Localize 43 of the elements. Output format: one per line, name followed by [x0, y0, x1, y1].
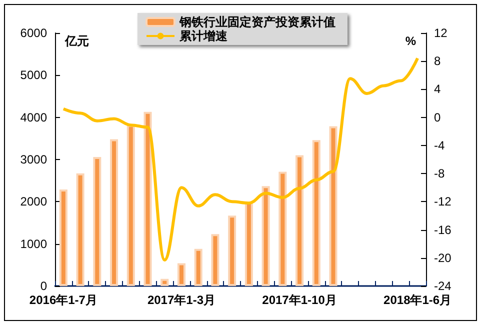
bar: [296, 155, 304, 286]
bar: [76, 173, 84, 286]
bar: [126, 124, 135, 286]
legend-label: 累计增速: [178, 29, 228, 43]
y2-tick-label: -16: [434, 222, 452, 237]
y2-tick-label: 8: [434, 54, 441, 68]
line-series: [62, 56, 420, 262]
bar: [59, 189, 68, 286]
y2-tick-label: -24: [434, 279, 452, 293]
x-tick-label: 2017年1-3月: [147, 293, 216, 307]
x-tick-label: 2017年1-10月: [262, 293, 337, 307]
bar: [110, 139, 118, 286]
y2-tick-label: -20: [434, 250, 452, 265]
y-tick-label: 1000: [20, 236, 48, 251]
bar: [144, 112, 152, 286]
bar: [329, 126, 338, 286]
bar: [177, 263, 186, 286]
y-axis-title: 亿元: [64, 34, 89, 48]
bar: [194, 248, 202, 286]
x-tick-label: 2018年1-6月: [384, 293, 452, 307]
y2-tick-label: 0: [434, 110, 441, 124]
y-tick-label: 3000: [20, 152, 48, 166]
bar: [262, 186, 270, 286]
y2-tick-label: -4: [434, 138, 445, 152]
y2-tick-label: 4: [434, 82, 441, 96]
y-tick-label: 4000: [20, 110, 48, 124]
bar: [244, 202, 253, 286]
y-tick-label: 2000: [20, 194, 48, 209]
bar: [312, 140, 320, 286]
y-tick-label: 0: [40, 279, 48, 293]
bar: [93, 156, 102, 286]
y2-tick-label: -8: [434, 166, 445, 181]
legend-label: 钢铁行业固定资产投资累计值: [178, 15, 336, 29]
x-tick-label: 2016年1-7月: [29, 293, 98, 307]
y2-tick-label: 12: [434, 26, 448, 40]
bar: [160, 278, 169, 286]
bar: [278, 172, 287, 286]
y-tick-label: 5000: [20, 68, 48, 82]
bar: [211, 234, 220, 286]
y2-axis-title: %: [405, 34, 416, 48]
bar: [228, 216, 236, 286]
y-tick-label: 6000: [20, 26, 48, 40]
y2-tick-label: -12: [434, 194, 452, 209]
